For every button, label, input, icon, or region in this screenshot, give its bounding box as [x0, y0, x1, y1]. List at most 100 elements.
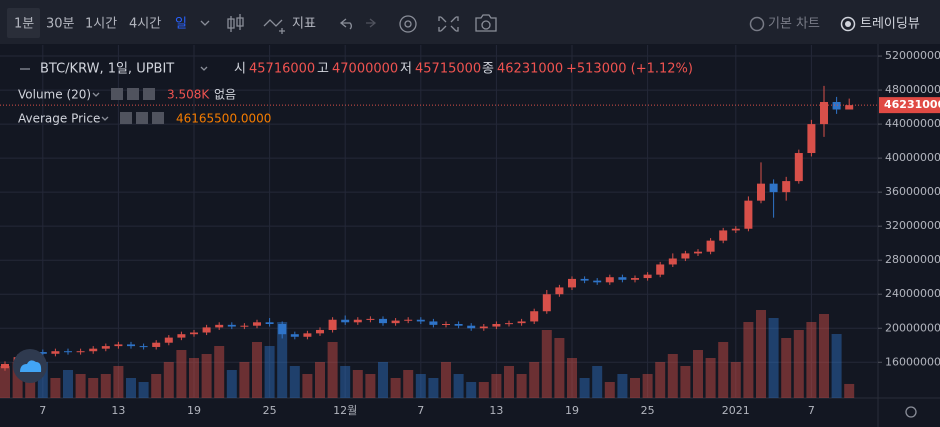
interval-selected[interactable] [7, 8, 40, 38]
candle-body [731, 228, 740, 231]
interval[interactable]: 30분 [46, 17, 75, 32]
volume-bar [504, 366, 514, 398]
y-tick-label: 48000000 [885, 83, 940, 96]
interval[interactable]: 일 [175, 17, 187, 32]
remove-button[interactable] [152, 112, 164, 124]
interval[interactable]: 1시간 [85, 17, 117, 32]
volume-bar [277, 322, 288, 398]
chart-mode[interactable]: 기본 차트 [768, 17, 820, 32]
candle-body [479, 326, 488, 329]
candle-body [429, 321, 438, 325]
settings-button[interactable] [127, 88, 139, 100]
candle-body [568, 278, 576, 288]
candle-body [820, 101, 828, 125]
candle-icon[interactable] [227, 14, 244, 32]
y-tick-label: 44000000 [885, 117, 940, 130]
undo-icon[interactable] [339, 18, 352, 30]
candle-body [542, 294, 551, 312]
candle-body [656, 264, 665, 275]
axis-settings[interactable] [905, 406, 917, 418]
dropdown-icon[interactable] [200, 20, 210, 26]
volume-bar [163, 362, 174, 398]
change: +513000 (+1.12%) [566, 62, 693, 77]
settings-button[interactable] [136, 112, 148, 124]
candle-body [757, 183, 765, 201]
eye-button[interactable] [120, 112, 132, 124]
candle-body [719, 230, 728, 241]
volume-bar [176, 350, 187, 398]
toolbar [0, 0, 940, 44]
volume-bar [37, 362, 48, 398]
indicator-icon[interactable] [263, 19, 285, 34]
volume-bar [756, 310, 766, 398]
radio[interactable] [749, 16, 765, 32]
dropdown-icon[interactable] [92, 92, 100, 97]
candle-body [240, 325, 249, 327]
volume-bar [844, 383, 855, 398]
volume-bar [100, 374, 111, 398]
candle-body [1, 363, 9, 369]
dropdown-icon[interactable] [101, 116, 109, 121]
candle-body [114, 344, 123, 347]
volume-bar [113, 366, 124, 398]
ohlc-value: 45716000 [249, 62, 315, 77]
volume-bar [327, 342, 338, 398]
volume-bar [126, 378, 136, 398]
redo-icon[interactable] [366, 18, 377, 28]
x-tick-label: 7 [39, 404, 46, 417]
candle-body [517, 321, 526, 324]
x-tick-label: 13 [111, 404, 125, 417]
candle-body [290, 334, 299, 337]
candle-body [391, 320, 400, 324]
interval[interactable]: 1분 [14, 17, 34, 32]
plot: 16000000 20000000 24000000 28000000 32000000… [0, 45, 940, 417]
symbol-title[interactable]: BTC/KRW, 1일, UPBIT [40, 62, 174, 77]
volume-bar [201, 354, 212, 398]
eye-button[interactable] [111, 88, 123, 100]
candle-body [353, 319, 362, 323]
candle-body [127, 344, 135, 347]
volume-bar [579, 378, 590, 398]
volume-bar [214, 346, 225, 398]
indicator-name[interactable]: Volume (20) [18, 88, 91, 102]
indicator-button[interactable]: 지표 [292, 17, 316, 32]
volume-bar [529, 362, 540, 398]
remove-button[interactable] [143, 88, 155, 100]
volume-bar [592, 366, 603, 398]
x-tick-label: 19 [565, 404, 579, 417]
indicator-name[interactable]: Average Price [18, 112, 100, 126]
candle-body [139, 346, 148, 348]
chart-mode[interactable]: 트레이딩뷰 [860, 17, 920, 32]
candle-body [202, 327, 211, 333]
candle-body [89, 348, 98, 352]
volume-bar [264, 346, 275, 398]
candle-body [769, 183, 778, 193]
volume-bar [516, 374, 527, 398]
legend: BTC/KRW, 1일, UPBIT 시 45716000 고 47000000… [13, 62, 917, 418]
candle-body [807, 124, 816, 154]
volume-bar [768, 318, 779, 398]
settings-icon[interactable] [399, 15, 417, 33]
x-tick-label: 12월 [333, 404, 357, 417]
candle-body [265, 322, 274, 324]
volume-bar [806, 322, 817, 398]
candle-body [278, 323, 287, 335]
fullscreen-icon[interactable] [438, 16, 459, 32]
camera-icon[interactable] [475, 14, 497, 32]
volume-bar [831, 334, 842, 398]
volume-bar [693, 350, 703, 398]
candle-body [215, 324, 224, 328]
interval[interactable]: 4시간 [129, 17, 161, 32]
volume-bar [289, 366, 300, 398]
volume-bar [680, 366, 691, 398]
y-tick-label: 36000000 [885, 185, 940, 198]
x-tick-label: 7 [808, 404, 815, 417]
volume-bar [466, 382, 477, 398]
dropdown-icon[interactable] [200, 66, 208, 71]
volume-bar [12, 362, 23, 398]
last-price-label: 46231000 [884, 98, 940, 111]
radio[interactable] [840, 16, 856, 32]
candle-body [580, 278, 589, 281]
radio-dot [845, 21, 851, 27]
